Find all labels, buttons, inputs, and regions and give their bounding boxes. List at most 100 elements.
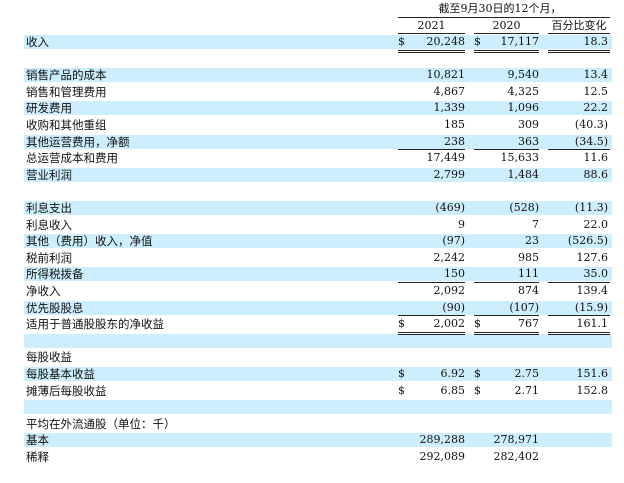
value-2021: (97) [442, 234, 465, 248]
value-2021: 20,248 [426, 35, 466, 48]
row-label: 所得税拨备 [26, 267, 84, 282]
value-2021: (90) [442, 300, 465, 314]
table-row: 营业利润 2,799 1,484 88.6 [0, 167, 612, 182]
row-label: 基本 [26, 433, 49, 448]
value-2021: 6.92 [440, 367, 466, 380]
row-label: 净收入 [26, 284, 61, 298]
subtotal-rule [398, 315, 465, 317]
value-2020: 2.75 [514, 367, 540, 380]
table-row: 净收入 2,092 874 139.4 [0, 284, 612, 298]
value-2021: 150 [444, 267, 465, 281]
value-2021: 185 [444, 118, 465, 131]
table-row: 稀释 292,089 282,402 [0, 450, 612, 464]
value-2020: 985 [518, 250, 539, 264]
value-2020: 7 [532, 217, 539, 231]
percent-change: 18.3 [583, 35, 609, 48]
period-header: 截至9月30日的12个月， [438, 2, 562, 15]
table-row: 优先股股息 (90) (107) (15.9) [0, 300, 612, 315]
value-2020: 309 [518, 118, 539, 131]
value-2020: 17,117 [500, 35, 540, 48]
table-row: 销售和管理费用 4,867 4,325 12.5 [0, 85, 612, 99]
year-2020-header: 2020 [492, 19, 521, 32]
percent-change: (11.3) [574, 201, 608, 214]
change-header-rule [548, 33, 610, 34]
year-2021-header-rule [398, 33, 465, 34]
row-label: 其他（费用）收入，净值 [26, 234, 153, 249]
subtotal-rule [548, 315, 610, 317]
currency-symbol-2021: $ [398, 35, 405, 48]
percent-change: 12.5 [583, 84, 609, 98]
row-label: 税前利润 [26, 250, 72, 265]
value-2021: 6.85 [440, 383, 466, 397]
value-2021: 4,867 [433, 84, 466, 98]
double-total-rule [548, 49, 610, 53]
percent-change: (34.5) [574, 134, 608, 148]
currency-symbol-2020: $ [474, 367, 481, 380]
subtotal-rule [548, 282, 610, 283]
double-total-rule [398, 49, 465, 53]
percent-change: 88.6 [583, 167, 609, 181]
table-row: 收入 $20,248 $17,117 18.3 [0, 35, 612, 49]
table-row: 每股收益 [0, 350, 612, 364]
value-2020: 4,325 [507, 84, 540, 98]
row-label: 收购和其他重组 [26, 118, 107, 132]
row-label: 稀释 [26, 450, 49, 464]
row-label: 平均在外流通股（单位：千） [26, 416, 176, 431]
table-row: 收购和其他重组 185 309 (40.3) [0, 118, 612, 132]
table-row: 利息收入 9 7 22.0 [0, 218, 612, 232]
percent-change: 161.1 [576, 317, 609, 331]
table-row: 利息支出 (469) (528) (11.3) [0, 201, 612, 215]
subtotal-rule [548, 149, 610, 151]
value-2020: 1,096 [507, 101, 540, 115]
row-label: 研发费用 [26, 101, 72, 116]
table-row: 总运营成本和费用 17,449 15,633 11.6 [0, 151, 612, 165]
row-label: 摊薄后每股收益 [26, 383, 107, 398]
table-row: 研发费用 1,339 1,096 22.2 [0, 101, 612, 116]
value-2020: 9,540 [507, 68, 540, 82]
value-2021: (469) [435, 201, 465, 214]
row-label: 营业利润 [26, 167, 72, 182]
value-2020: 282,402 [493, 450, 540, 463]
percent-change: 151.6 [576, 367, 609, 380]
double-total-rule [548, 331, 610, 335]
currency-symbol-2021: $ [398, 317, 405, 331]
value-2020: 111 [518, 267, 539, 281]
currency-symbol-2020: $ [474, 383, 481, 397]
table-row: 其他运营费用，净额 238 363 (34.5) [0, 134, 612, 149]
currency-symbol-2021: $ [398, 383, 405, 397]
row-label: 每股基本收益 [26, 367, 95, 381]
value-2020: 363 [518, 134, 539, 148]
row-label: 利息支出 [26, 201, 72, 215]
subtotal-rule [474, 149, 539, 151]
double-total-rule [474, 331, 539, 335]
value-2021: 292,089 [419, 450, 466, 463]
value-2021: 10,821 [426, 68, 466, 82]
percent-change: 11.6 [583, 151, 609, 165]
row-label: 适用于普通股股东的净收益 [26, 317, 164, 332]
table-row [0, 400, 612, 415]
percent-change: 152.8 [576, 383, 609, 397]
currency-symbol-2020: $ [474, 35, 481, 48]
table-row: 所得税拨备 150 111 35.0 [0, 267, 612, 282]
table-row [0, 333, 612, 348]
value-2020: (528) [509, 201, 539, 214]
value-2020: 874 [518, 284, 539, 297]
year-2021-header: 2021 [417, 19, 446, 32]
percent-change: (526.5) [567, 234, 608, 248]
table-row [0, 184, 612, 198]
percent-change: 22.2 [583, 101, 609, 115]
year-2020-header-rule [474, 33, 539, 34]
value-2021: 2,002 [433, 317, 466, 331]
percent-change: (40.3) [574, 118, 608, 131]
row-label: 销售产品的成本 [26, 68, 107, 83]
value-2021: 17,449 [426, 151, 466, 165]
row-label: 总运营成本和费用 [26, 151, 118, 166]
value-2020: 1,484 [507, 167, 540, 181]
double-total-rule [474, 49, 539, 53]
value-2020: 2.71 [514, 383, 540, 397]
row-label: 销售和管理费用 [26, 84, 107, 99]
table-row: 平均在外流通股（单位：千） [0, 417, 612, 431]
currency-symbol-2020: $ [474, 317, 481, 331]
table-row: 摊薄后每股收益 $6.85 $2.71 152.8 [0, 384, 612, 398]
